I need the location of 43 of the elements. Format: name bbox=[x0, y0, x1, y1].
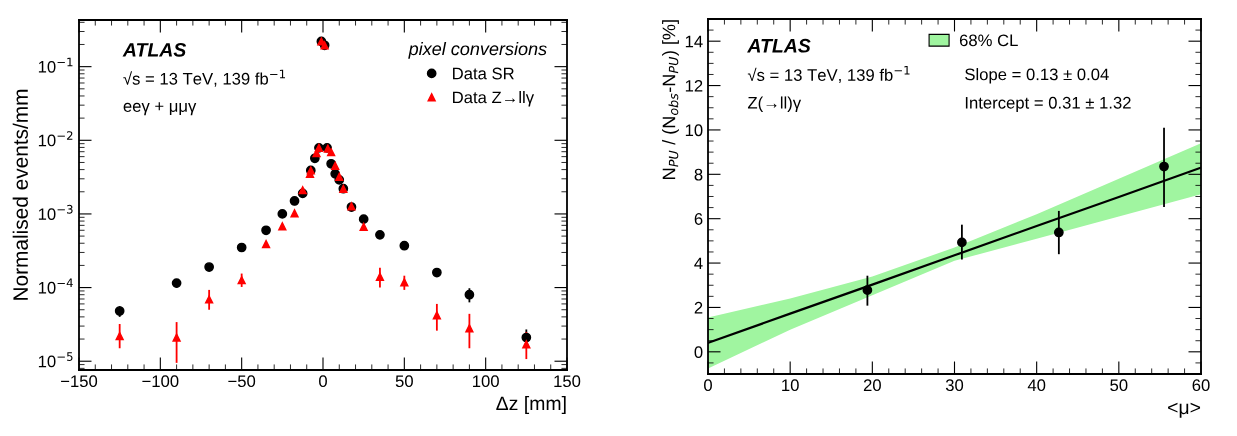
y-tick-label: 12 bbox=[685, 79, 703, 92]
x-tick-label: 0 bbox=[319, 375, 327, 388]
annotation: Z(→ll)γ bbox=[747, 96, 802, 112]
y-tick-label: 10$^{−4}$ bbox=[38, 278, 73, 294]
y-tick-label: 4 bbox=[694, 257, 703, 270]
x-axis-title: Δz [mm] bbox=[496, 395, 566, 415]
x-tick-label: −50 bbox=[228, 375, 256, 388]
x-tick-label: 100 bbox=[473, 375, 499, 388]
x-axis-title: <μ> bbox=[1168, 402, 1201, 418]
y-tick-label: 0 bbox=[694, 346, 703, 359]
x-tick-label: −150 bbox=[61, 375, 98, 388]
annotation: Slope = 0.13 ± 0.04 bbox=[965, 68, 1109, 84]
x-tick-label: 0 bbox=[704, 379, 712, 392]
x-tick-label: 50 bbox=[395, 375, 413, 388]
y-tick-label: 10$^{−1}$ bbox=[38, 57, 73, 73]
x-tick-label: 60 bbox=[1192, 379, 1210, 392]
y-axis-title: Normalised events/mm bbox=[12, 89, 28, 300]
x-tick-label: 150 bbox=[554, 375, 581, 388]
legend-label: 68% CL bbox=[959, 34, 1018, 47]
y-tick-label: 10$^{−3}$ bbox=[38, 204, 73, 221]
y-tick-label: 2 bbox=[694, 301, 703, 314]
y-tick-label: 10$^{−5}$ bbox=[38, 352, 73, 368]
annotation: eeγ + μμγ bbox=[123, 102, 197, 116]
annotation: ATLAS bbox=[122, 42, 187, 57]
x-tick-label: 20 bbox=[863, 379, 881, 392]
x-tick-label: 40 bbox=[1027, 379, 1046, 392]
y-tick-label: 14 bbox=[685, 35, 703, 48]
legend-label: Data Z→llγ bbox=[453, 91, 535, 107]
y-tick-label: 8 bbox=[694, 168, 703, 181]
x-tick-label: 10 bbox=[782, 379, 799, 392]
x-tick-label: 30 bbox=[945, 379, 964, 392]
legend-label: Data SR bbox=[453, 67, 514, 80]
annotation: ATLAS bbox=[747, 38, 811, 53]
x-tick-label: 50 bbox=[1110, 379, 1128, 392]
y-tick-label: 6 bbox=[694, 213, 703, 225]
annotation: √s = 13 TeV, 139 fb$^{−1}$ bbox=[747, 65, 910, 83]
x-tick-label: −100 bbox=[142, 375, 179, 388]
y-tick-label: 10$^{−2}$ bbox=[38, 131, 73, 147]
legend-title: pixel conversions bbox=[408, 42, 547, 59]
annotation: √s = 13 TeV, 139 fb$^{−1}$ bbox=[123, 69, 286, 87]
y-axis-title: N$_{PU}$ / (N$_{obs}$-N$_{PU}$) [%] bbox=[662, 20, 679, 179]
annotation: Intercept = 0.31 ± 1.32 bbox=[965, 96, 1131, 112]
y-tick-label: 10 bbox=[685, 124, 703, 137]
